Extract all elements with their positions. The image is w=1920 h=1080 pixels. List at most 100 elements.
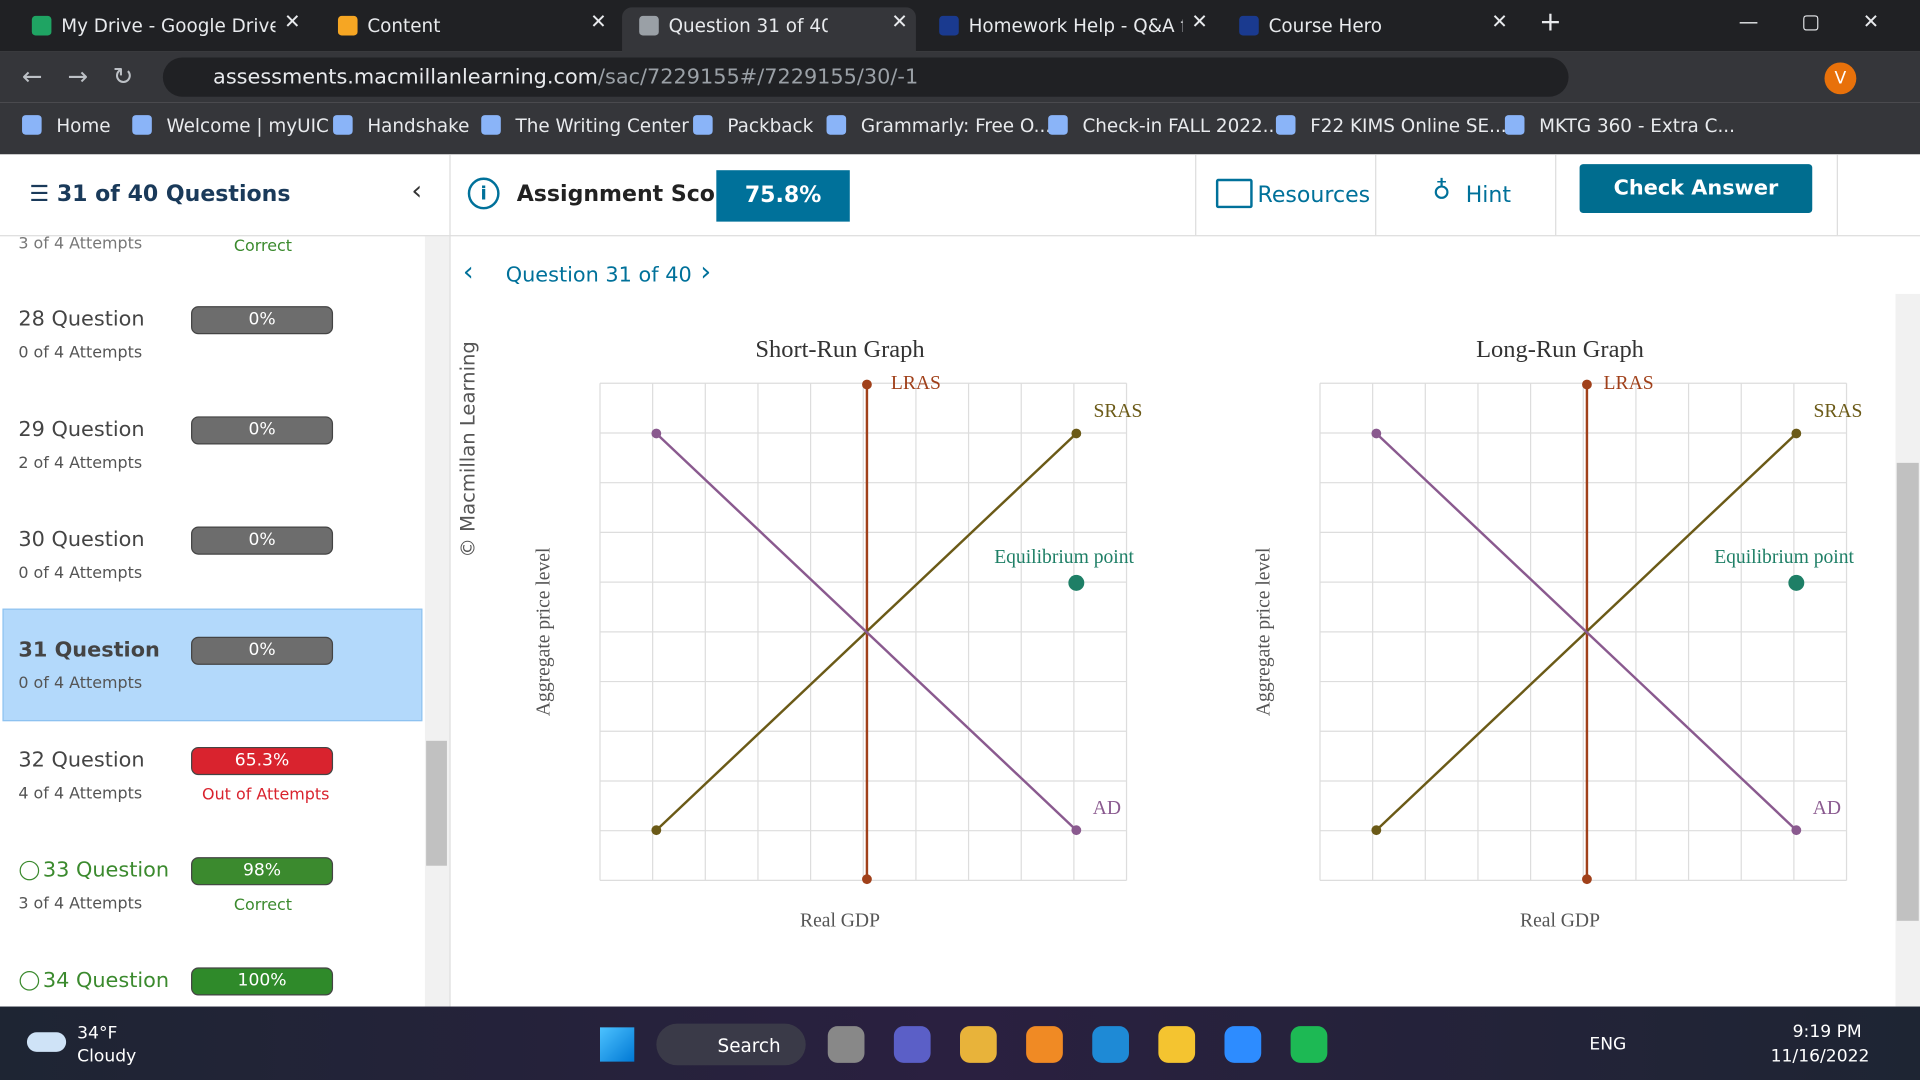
sidebar-title[interactable]: ☰ 31 of 40 Questions xyxy=(29,181,291,207)
endpoint xyxy=(1582,379,1592,390)
tab-close[interactable]: ✕ xyxy=(1491,9,1508,34)
score-value: 75.8% xyxy=(716,170,850,222)
endpoint xyxy=(862,379,872,390)
bookmark-icon xyxy=(826,115,847,135)
item-name[interactable]: 28 Question xyxy=(18,307,145,332)
score-label: Assignment Score: xyxy=(516,181,750,207)
weather: Cloudy xyxy=(77,1046,137,1067)
url-field[interactable] xyxy=(162,57,1569,97)
item-name[interactable]: 32 Question xyxy=(18,748,145,773)
endpoint xyxy=(1791,428,1802,439)
tab-close[interactable]: ✕ xyxy=(284,9,301,34)
url-host: assessments.macmillanlearning.com xyxy=(213,64,598,90)
divider xyxy=(449,154,451,1007)
bookmark-icon xyxy=(1048,115,1068,135)
tab-icon xyxy=(337,15,358,36)
item-name[interactable]: 29 Question xyxy=(18,417,145,443)
profile-avatar[interactable]: V xyxy=(1824,62,1857,95)
sras-label: SRAS xyxy=(1813,401,1862,422)
prev-question[interactable]: ‹ xyxy=(462,257,474,288)
url-path: /sac/7229155#/7229155/30/-1 xyxy=(597,64,919,90)
hint-button[interactable]: Hint xyxy=(1465,182,1512,209)
score-pill: 98% xyxy=(191,857,334,886)
bookmark[interactable]: The Writing Center xyxy=(515,115,689,138)
bookmark[interactable]: Handshake xyxy=(367,115,470,138)
x-axis-label: Real GDP xyxy=(1520,911,1600,932)
y-axis-label: Aggregate price level xyxy=(1253,547,1274,716)
nav-buttons[interactable]: ← → ↻ xyxy=(22,61,134,91)
endpoint xyxy=(651,825,662,836)
item-attempts: 0 of 4 Attempts xyxy=(18,344,143,363)
tab-close[interactable]: ✕ xyxy=(590,9,607,34)
next-question[interactable]: › xyxy=(700,257,712,288)
taskbar-app[interactable] xyxy=(1290,1026,1328,1063)
item-name[interactable]: 31 Question xyxy=(18,637,160,663)
taskbar-app[interactable] xyxy=(1158,1026,1196,1063)
start-button[interactable] xyxy=(600,1027,635,1062)
sidebar-scrollbar[interactable] xyxy=(424,235,450,1007)
bookmark-icon xyxy=(132,115,152,135)
scroll-thumb[interactable] xyxy=(426,740,447,866)
check-answer-button[interactable]: Check Answer xyxy=(1579,164,1813,214)
bookmark-icon xyxy=(1275,115,1296,135)
search-label[interactable]: Search xyxy=(717,1034,781,1057)
taskbar-app[interactable] xyxy=(1224,1026,1262,1063)
tab-close[interactable]: ✕ xyxy=(891,9,908,34)
item-name[interactable]: 34 Question xyxy=(42,968,170,994)
new-tab[interactable]: + xyxy=(1539,7,1562,38)
tab-title[interactable]: Course Hero xyxy=(1268,14,1383,37)
endpoint xyxy=(862,874,872,885)
ad-label: AD xyxy=(1813,798,1841,819)
bookmark[interactable]: Packback xyxy=(727,115,814,138)
bookmark[interactable]: MKTG 360 - Extra C... xyxy=(1539,115,1735,138)
item-name[interactable]: 30 Question xyxy=(18,527,145,553)
bookmark[interactable]: Check-in FALL 2022... xyxy=(1082,115,1281,138)
resources-button[interactable]: Resources xyxy=(1257,182,1371,209)
taskbar-app[interactable] xyxy=(893,1026,931,1063)
item-status: Correct xyxy=(233,896,292,915)
bookmark[interactable]: Grammarly: Free O... xyxy=(860,115,1052,138)
equilibrium-point[interactable] xyxy=(1068,574,1085,591)
item-status: Out of Attempts xyxy=(202,786,330,805)
taskbar-app[interactable] xyxy=(827,1026,865,1063)
equilibrium-label: Equilibrium point xyxy=(994,547,1134,568)
info-icon[interactable]: i xyxy=(467,177,500,210)
tab-title[interactable]: My Drive - Google Drive xyxy=(61,14,276,37)
divider xyxy=(1375,154,1377,236)
item-name[interactable]: 33 Question xyxy=(42,858,170,883)
bookmark-icon xyxy=(481,115,501,135)
window-controls[interactable]: — ▢ ✕ xyxy=(1738,9,1880,34)
divider xyxy=(1195,154,1197,236)
tab-title[interactable]: Homework Help - Q&A fr xyxy=(968,14,1183,37)
taskbar-app[interactable] xyxy=(1092,1026,1129,1063)
item-attempts: 0 of 4 Attempts xyxy=(18,564,143,583)
bookmark-icon xyxy=(22,115,42,135)
taskbar-search[interactable] xyxy=(656,1023,806,1066)
bookmark[interactable]: Welcome | myUIC xyxy=(166,115,329,138)
clock-date: 11/16/2022 xyxy=(1770,1046,1870,1067)
tab-close[interactable]: ✕ xyxy=(1191,9,1208,34)
scroll-thumb[interactable] xyxy=(1896,462,1919,921)
tab-title[interactable]: Question 31 of 40 - Home xyxy=(668,14,828,37)
tab-title[interactable]: Content xyxy=(367,14,441,37)
item-attempts: 2 of 4 Attempts xyxy=(18,454,143,473)
bookmark[interactable]: Home xyxy=(56,115,111,138)
bookmark-icon xyxy=(693,115,713,135)
endpoint xyxy=(1071,428,1082,439)
hint-icon: ♁ xyxy=(1432,175,1451,205)
collapse-sidebar[interactable]: ‹ xyxy=(411,176,423,207)
sidebar-title-text: 31 of 40 Questions xyxy=(56,181,291,207)
ad-line xyxy=(655,432,1078,832)
taskbar-app[interactable] xyxy=(1026,1026,1063,1063)
divider xyxy=(1836,154,1838,236)
tab-icon xyxy=(1239,15,1259,36)
bookmark[interactable]: F22 KIMS Online SE... xyxy=(1310,115,1507,138)
ad-label: AD xyxy=(1093,798,1121,819)
score-pill: 65.3% xyxy=(191,746,334,776)
endpoint xyxy=(1582,874,1592,885)
bookmark-icon xyxy=(1504,115,1525,135)
taskbar-app[interactable] xyxy=(960,1026,997,1063)
ad-line xyxy=(1375,432,1798,832)
equilibrium-point[interactable] xyxy=(1788,574,1805,591)
